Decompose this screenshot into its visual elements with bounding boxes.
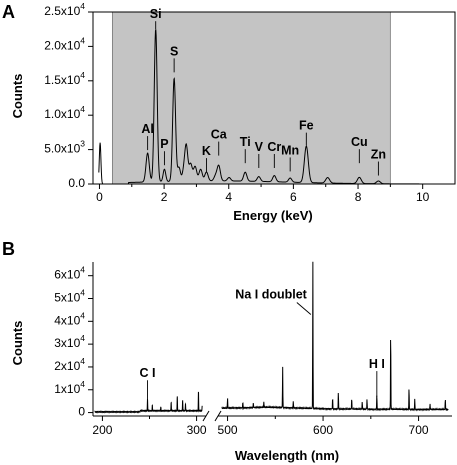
panel-b-y-tick-label: 1x104 — [54, 379, 85, 396]
panel-b-x-tick-label: 300 — [187, 423, 207, 437]
panel-a-peak-label-zn: Zn — [371, 148, 386, 162]
panel-b-axes — [92, 262, 452, 422]
panel-b-y-tick-label: 4x104 — [54, 311, 85, 328]
panel-b-x-ticks: 200 300 500 600 700 — [92, 416, 429, 437]
panel-a-x-ticks: 0 2 4 6 8 10 — [96, 184, 430, 204]
panel-a-peak-label-mn: Mn — [281, 143, 299, 157]
panel-a-y-tick-label: 5.0x103 — [44, 139, 85, 156]
panel-a-y-tick-label: 0.0 — [68, 176, 85, 190]
panel-a-y-tick-label: 2.5x104 — [44, 1, 85, 18]
panel-a-peak-label-ti: Ti — [240, 135, 251, 149]
panel-b-x-tick-label: 500 — [218, 423, 238, 437]
panel-a-peak-label-p: P — [160, 137, 168, 151]
panel-a-peak-label-ca: Ca — [211, 128, 228, 142]
panel-b-spectrum-right — [221, 261, 449, 412]
panel-a-peak-label-s: S — [170, 44, 178, 58]
panel-b-y-tick-label: 5x104 — [54, 288, 85, 305]
panel-a-y-tick-label: 2.0x104 — [44, 36, 85, 53]
panel-a-peak-label-si: Si — [150, 7, 162, 21]
panel-b-y-tick-label: 6x104 — [54, 265, 85, 282]
panel-b-y-tick-label: 3x104 — [54, 333, 85, 350]
panel-b-line-label-h-i: H I — [369, 357, 385, 371]
panel-b-y-tick-label: 0 — [78, 405, 85, 419]
panel-b-spectrum-left — [94, 391, 203, 414]
panel-a-x-tick-label: 4 — [225, 190, 232, 204]
panel-a-y-tick-label: 1.5x104 — [44, 70, 85, 87]
panel-a-y-axis-title: Counts — [10, 74, 25, 119]
panel-a-x-tick-label: 8 — [355, 190, 362, 204]
panel-b-y-tick-label: 2x104 — [54, 356, 85, 373]
panel-a-peak-label-cu: Cu — [351, 135, 368, 149]
panel-a-x-tick-label: 0 — [96, 190, 103, 204]
panel-a-peak-label-fe: Fe — [299, 119, 314, 133]
panel-b-leader-na-i-doublet — [296, 302, 312, 315]
panel-a-x-axis-title: Energy (keV) — [233, 208, 312, 223]
panel-b-line-label-na-i-doublet: Na I doublet — [235, 288, 307, 302]
panel-a-peak-label-al: Al — [141, 122, 154, 136]
panel-b-y-axis-title: Counts — [10, 321, 25, 366]
panel-b-axis-break-mark-right — [214, 410, 222, 422]
panel-b-line-labels: C I Na I doublet H I — [140, 288, 385, 400]
panel-a-peak-label-k: K — [202, 144, 211, 158]
panel-a-plot-frame — [92, 11, 456, 185]
panel-b-label: B — [2, 239, 15, 259]
panel-b-y-ticks: 0 1x104 2x104 3x104 4x104 5x104 6x104 — [54, 265, 93, 419]
panel-a-label: A — [2, 2, 15, 22]
panel-a-y-ticks: 0.0 5.0x103 1.0x104 1.5x104 2.0x104 2.5x104 — [44, 1, 93, 190]
panel-b-chart: B C I Na I doublet H I 200 300 500 600 700 0 1x… — [2, 239, 452, 463]
panel-a-x-tick-label: 6 — [290, 190, 297, 204]
panel-b-line-label-c-i: C I — [140, 366, 156, 380]
panel-a-y-tick-label: 1.0x104 — [44, 104, 85, 121]
panel-b-axis-break-mark-left — [202, 410, 210, 422]
panel-a-peak-label-v: V — [255, 140, 264, 154]
panel-b-x-tick-label: 700 — [409, 423, 429, 437]
panel-b-x-tick-label: 600 — [313, 423, 333, 437]
panel-b-x-axis-title: Wavelength (nm) — [235, 448, 339, 463]
panel-a-peak-label-cr: Cr — [267, 140, 281, 154]
panel-b-x-tick-label: 200 — [92, 423, 112, 437]
panel-a-x-tick-label: 2 — [161, 190, 168, 204]
panel-a-x-tick-label: 10 — [416, 190, 430, 204]
